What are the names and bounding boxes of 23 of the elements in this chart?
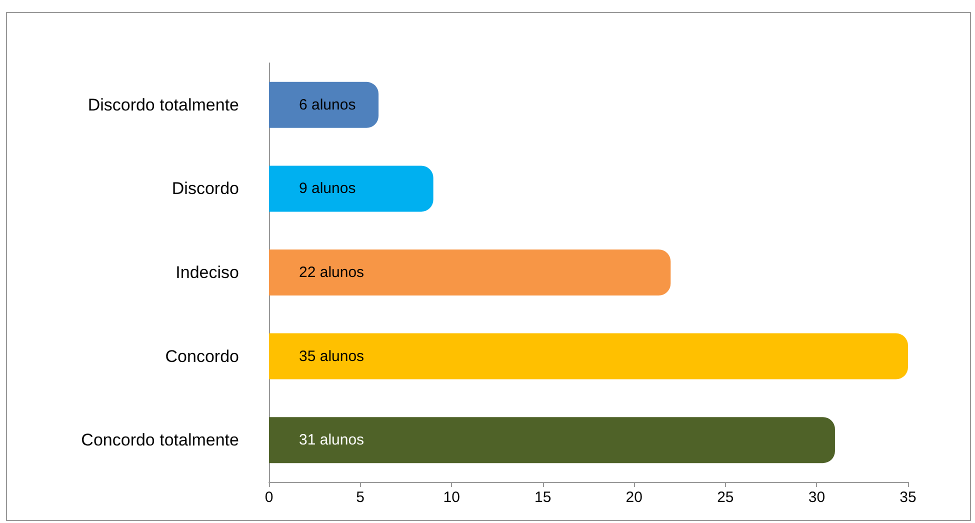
x-tick-label: 25 [717, 489, 734, 506]
data-label: 35 alunos [299, 348, 364, 365]
y-tick-label: Discordo [172, 179, 239, 198]
y-tick-label: Discordo totalmente [88, 95, 239, 114]
x-tick-label: 35 [900, 489, 916, 506]
data-label: 9 alunos [299, 180, 356, 198]
bar [269, 333, 908, 380]
x-tick-label: 20 [626, 489, 642, 506]
x-tick-label: 0 [264, 489, 274, 506]
x-tick-label: 30 [808, 489, 826, 506]
x-tick-label: 10 [443, 489, 460, 506]
y-tick-label: Concordo [165, 346, 239, 366]
bar [269, 166, 434, 212]
data-label: 22 alunos [299, 264, 364, 281]
data-label: 6 alunos [299, 96, 356, 114]
bar [269, 82, 379, 128]
y-tick-label: Indeciso [176, 263, 239, 282]
bar [269, 417, 835, 464]
bar [269, 250, 671, 296]
y-tick-label: Concordo totalmente [81, 430, 239, 450]
x-tick-label: 15 [534, 489, 552, 506]
data-label: 31 alunos [299, 432, 364, 449]
x-tick-label: 5 [356, 489, 364, 506]
